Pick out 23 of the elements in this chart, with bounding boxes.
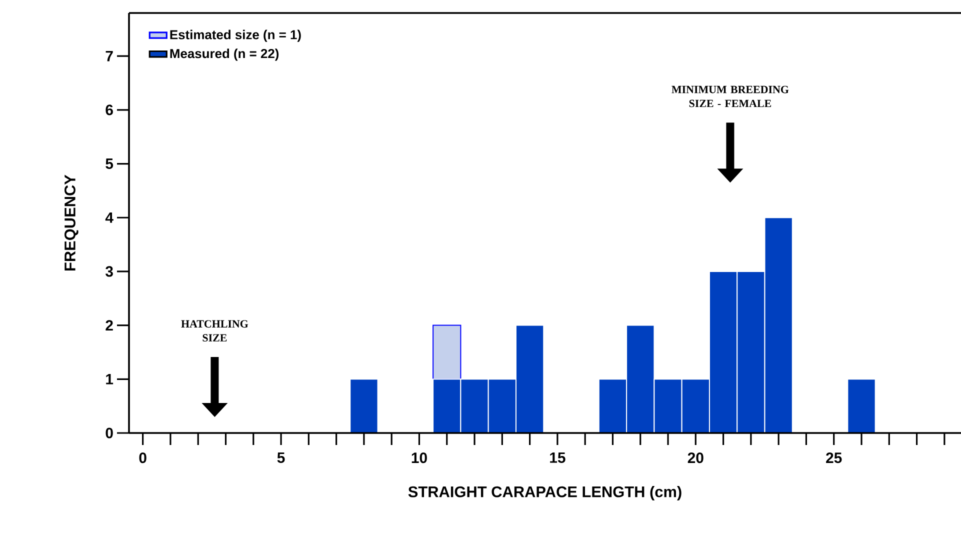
bar bbox=[432, 324, 462, 380]
bar bbox=[350, 378, 378, 434]
x-tick-label: 5 bbox=[277, 452, 285, 463]
x-axis-title: STRAIGHT CARAPACE LENGTH (cm) bbox=[408, 486, 682, 500]
bar bbox=[847, 378, 876, 434]
y-tick-label: 5 bbox=[106, 158, 114, 169]
y-axis-title: FREQUENCY bbox=[64, 174, 78, 270]
y-tick-label: 0 bbox=[106, 428, 113, 438]
y-tick-label: 4 bbox=[105, 212, 114, 223]
annotation: HATCHLING SIZE bbox=[181, 320, 248, 342]
x-tick-label: 20 bbox=[688, 452, 704, 464]
y-tick-label: 6 bbox=[106, 104, 113, 116]
y-tick-label: 2 bbox=[106, 320, 113, 331]
x-tick-label: 25 bbox=[826, 452, 842, 464]
x-tick-label: 10 bbox=[412, 452, 427, 464]
x-tick-label: 15 bbox=[550, 452, 566, 463]
legend-label: Measured (n = 22) bbox=[170, 48, 279, 61]
y-tick-label: 3 bbox=[106, 266, 113, 277]
x-tick-label: 0 bbox=[139, 452, 146, 464]
legend-label: Estimated size (n = 1) bbox=[170, 30, 301, 42]
y-tick-label: 1 bbox=[106, 374, 114, 384]
y-tick-label: 7 bbox=[106, 50, 113, 62]
annotation: MINIMUM BREEDING SIZE - FEMALE bbox=[672, 86, 789, 108]
